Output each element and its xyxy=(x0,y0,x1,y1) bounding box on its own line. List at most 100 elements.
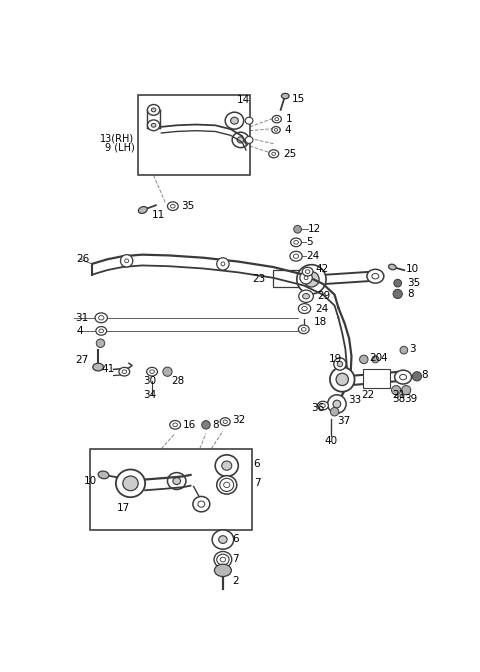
Text: 22: 22 xyxy=(361,390,375,400)
Ellipse shape xyxy=(293,254,299,258)
Ellipse shape xyxy=(275,118,279,121)
Ellipse shape xyxy=(245,136,253,143)
Ellipse shape xyxy=(299,304,311,313)
Ellipse shape xyxy=(336,373,348,386)
Ellipse shape xyxy=(318,401,328,410)
Ellipse shape xyxy=(147,368,157,376)
Text: 33: 33 xyxy=(348,395,361,405)
Ellipse shape xyxy=(395,370,411,384)
Text: 15: 15 xyxy=(292,94,305,104)
Ellipse shape xyxy=(217,554,229,565)
Text: 39: 39 xyxy=(404,394,417,405)
Ellipse shape xyxy=(304,271,319,287)
Ellipse shape xyxy=(99,329,104,333)
Circle shape xyxy=(372,356,379,363)
Text: 8: 8 xyxy=(212,420,219,430)
Circle shape xyxy=(96,339,105,347)
Ellipse shape xyxy=(290,251,302,261)
Ellipse shape xyxy=(122,370,127,374)
Ellipse shape xyxy=(224,482,230,488)
Text: 18: 18 xyxy=(314,317,327,327)
Ellipse shape xyxy=(95,313,108,323)
Text: 1: 1 xyxy=(286,114,293,124)
Ellipse shape xyxy=(215,564,231,577)
Text: 30: 30 xyxy=(143,376,156,386)
Ellipse shape xyxy=(93,364,104,371)
Text: 25: 25 xyxy=(283,149,296,159)
Bar xyxy=(273,270,300,287)
Ellipse shape xyxy=(168,202,178,210)
Text: 7: 7 xyxy=(254,478,260,488)
Ellipse shape xyxy=(321,404,325,407)
Ellipse shape xyxy=(170,421,180,429)
Text: 2: 2 xyxy=(232,576,239,586)
Text: 32: 32 xyxy=(232,415,245,425)
Text: 4: 4 xyxy=(77,326,83,336)
Text: 7: 7 xyxy=(232,554,239,564)
Ellipse shape xyxy=(388,264,396,269)
Text: 10: 10 xyxy=(406,263,420,274)
Bar xyxy=(363,370,390,388)
Ellipse shape xyxy=(367,269,384,283)
Circle shape xyxy=(394,280,402,287)
Ellipse shape xyxy=(215,455,238,476)
Text: 19: 19 xyxy=(329,354,342,364)
Text: 36: 36 xyxy=(312,403,324,413)
Circle shape xyxy=(412,372,421,381)
Text: 41: 41 xyxy=(101,364,115,374)
Circle shape xyxy=(402,386,411,395)
Text: 24: 24 xyxy=(306,251,319,261)
Text: 24: 24 xyxy=(315,304,328,314)
Ellipse shape xyxy=(272,116,281,123)
Text: 16: 16 xyxy=(183,420,196,430)
Text: 31: 31 xyxy=(75,312,88,323)
Ellipse shape xyxy=(330,367,355,392)
Ellipse shape xyxy=(281,93,289,99)
Ellipse shape xyxy=(222,461,232,470)
Ellipse shape xyxy=(220,418,230,426)
Ellipse shape xyxy=(214,552,232,568)
Ellipse shape xyxy=(220,478,234,491)
Ellipse shape xyxy=(272,126,280,133)
Ellipse shape xyxy=(301,327,306,331)
Text: 35: 35 xyxy=(407,278,420,288)
Text: 21: 21 xyxy=(392,390,406,400)
Text: 10: 10 xyxy=(84,476,97,486)
Text: 40: 40 xyxy=(324,436,337,446)
Ellipse shape xyxy=(223,420,228,423)
Ellipse shape xyxy=(275,128,278,131)
Ellipse shape xyxy=(299,290,313,302)
Text: 17: 17 xyxy=(117,503,130,513)
Text: 29: 29 xyxy=(318,291,331,301)
Ellipse shape xyxy=(138,206,147,214)
Circle shape xyxy=(202,421,210,429)
Bar xyxy=(90,449,252,530)
Ellipse shape xyxy=(334,358,346,370)
Ellipse shape xyxy=(119,368,130,376)
Ellipse shape xyxy=(337,362,343,367)
Ellipse shape xyxy=(333,401,341,408)
Ellipse shape xyxy=(230,117,238,124)
Text: 20: 20 xyxy=(369,353,383,363)
Circle shape xyxy=(330,407,339,416)
Text: 6: 6 xyxy=(232,534,239,544)
Ellipse shape xyxy=(400,374,407,380)
Text: 28: 28 xyxy=(171,376,184,386)
Text: 26: 26 xyxy=(77,254,90,264)
Ellipse shape xyxy=(147,105,160,116)
Ellipse shape xyxy=(297,265,326,294)
Text: 27: 27 xyxy=(75,355,88,365)
Ellipse shape xyxy=(305,269,310,274)
Ellipse shape xyxy=(217,476,237,494)
Ellipse shape xyxy=(116,470,145,497)
Text: 23: 23 xyxy=(252,274,265,284)
Circle shape xyxy=(163,367,172,376)
Ellipse shape xyxy=(151,108,156,112)
Text: 8: 8 xyxy=(407,289,414,299)
Text: 12: 12 xyxy=(308,224,321,235)
Text: 3: 3 xyxy=(409,343,416,353)
Text: 38: 38 xyxy=(392,394,406,405)
Text: 9 (LH): 9 (LH) xyxy=(105,142,135,153)
Circle shape xyxy=(217,258,229,270)
Text: 13(RH): 13(RH) xyxy=(100,133,134,143)
